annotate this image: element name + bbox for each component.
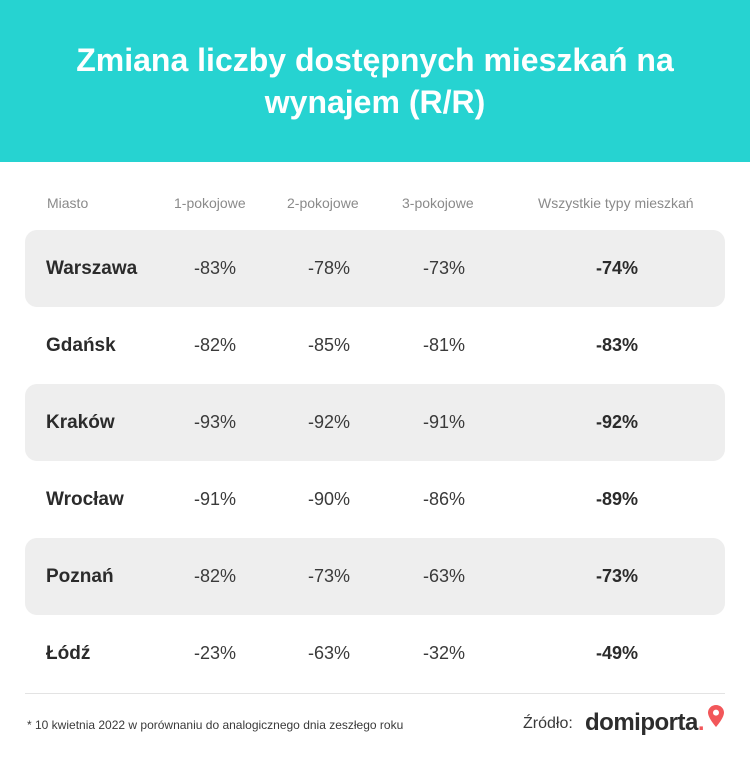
- city-name: Gdańsk: [46, 335, 116, 356]
- value-1-room: -23%: [193, 643, 237, 663]
- value-3-room: -32%: [422, 643, 466, 663]
- header-banner: Zmiana liczby dostępnych mieszkań na wyn…: [0, 0, 750, 162]
- value-2-room: -78%: [307, 258, 351, 278]
- map-pin-icon: [708, 705, 724, 727]
- value-all-types: -83%: [595, 335, 639, 355]
- city-name: Kraków: [46, 412, 115, 433]
- column-header-city: Miasto: [47, 195, 89, 211]
- value-all-types: -73%: [595, 566, 639, 586]
- table-row: Warszawa -83% -78% -73% -74%: [25, 230, 725, 307]
- value-1-room: -82%: [193, 566, 237, 586]
- value-2-room: -73%: [307, 566, 351, 586]
- value-1-room: -82%: [193, 335, 237, 355]
- city-name: Warszawa: [46, 258, 138, 279]
- value-all-types: -74%: [595, 258, 639, 278]
- value-2-room: -92%: [307, 412, 351, 432]
- column-header-2-room: 2-pokojowe: [287, 195, 359, 211]
- logo-dot: .: [697, 709, 705, 736]
- value-1-room: -93%: [193, 412, 237, 432]
- value-3-room: -63%: [422, 566, 466, 586]
- column-header-all-types: Wszystkie typy mieszkań: [538, 195, 694, 211]
- table-row: Gdańsk -82% -85% -81% -83%: [25, 307, 725, 384]
- city-name: Poznań: [46, 566, 114, 587]
- page-title: Zmiana liczby dostępnych mieszkań na wyn…: [76, 42, 674, 120]
- value-all-types: -49%: [595, 643, 639, 663]
- table-row: Kraków -93% -92% -91% -92%: [25, 384, 725, 461]
- value-3-room: -86%: [422, 489, 466, 509]
- footnote: * 10 kwietnia 2022 w porównaniu do analo…: [27, 718, 404, 732]
- city-name: Wrocław: [46, 489, 124, 510]
- value-1-room: -83%: [193, 258, 237, 278]
- column-header-1-room: 1-pokojowe: [174, 195, 246, 211]
- value-3-room: -73%: [422, 258, 466, 278]
- value-all-types: -89%: [595, 489, 639, 509]
- value-2-room: -90%: [307, 489, 351, 509]
- source-label: Źródło:: [523, 715, 573, 732]
- value-1-room: -91%: [193, 489, 237, 509]
- column-header-3-room: 3-pokojowe: [402, 195, 474, 211]
- city-name: Łódź: [46, 643, 91, 664]
- table-row: Poznań -82% -73% -63% -73%: [25, 538, 725, 615]
- value-all-types: -92%: [595, 412, 639, 432]
- value-3-room: -91%: [422, 412, 466, 432]
- table-row: Wrocław -91% -90% -86% -89%: [25, 461, 725, 538]
- value-2-room: -85%: [307, 335, 351, 355]
- value-2-room: -63%: [307, 643, 351, 663]
- domiporta-logo: domiporta.: [585, 709, 705, 737]
- footer-divider: [25, 693, 725, 694]
- table-row: Łódź -23% -63% -32% -49%: [25, 615, 725, 692]
- logo-text: domiporta: [585, 709, 698, 736]
- value-3-room: -81%: [422, 335, 466, 355]
